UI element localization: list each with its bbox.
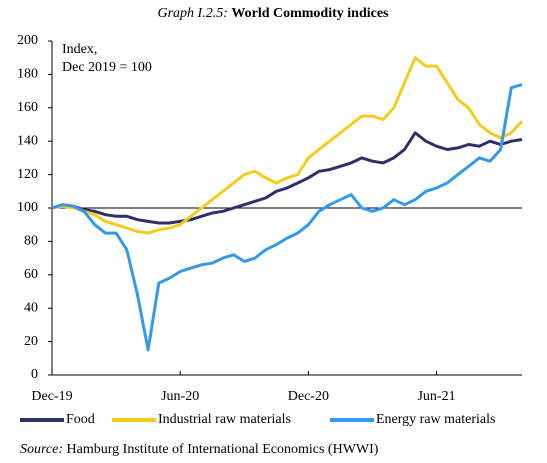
y-tick-label: 80: [24, 234, 38, 249]
series-line: [51, 56, 524, 235]
y-tick-label: 40: [24, 300, 38, 315]
chart-title: World Commodity indices: [231, 6, 389, 21]
legend-label: Food: [66, 412, 95, 427]
series-line: [51, 82, 523, 352]
x-tick-label: Jun-20: [161, 389, 199, 404]
source-label: Source:: [20, 442, 63, 457]
annotation: Index,: [62, 42, 97, 57]
legend-label: Industrial raw materials: [158, 412, 291, 427]
title-label: Graph I.2.5:: [157, 6, 227, 21]
x-tick-label: Dec-20: [288, 389, 329, 404]
x-tick-label: Dec-19: [31, 389, 72, 404]
y-tick-label: 140: [17, 133, 38, 148]
y-tick-label: 20: [24, 334, 38, 349]
source: Hamburg Institute of International Econo…: [67, 442, 379, 457]
y-tick-label: 160: [17, 100, 38, 115]
legend-label: Energy raw materials: [376, 412, 495, 427]
y-tick-label: 180: [17, 67, 38, 82]
source-group: Source: Hamburg Institute of Internation…: [20, 442, 379, 457]
y-tick-label: 200: [17, 33, 38, 48]
x-tick-label: Jun-21: [417, 389, 455, 404]
y-tick-label: 60: [24, 267, 38, 282]
annotation: Dec 2019 = 100: [62, 60, 152, 75]
chart-title-group: Graph I.2.5: World Commodity indices: [157, 6, 389, 21]
y-tick-label: 120: [17, 167, 38, 182]
y-tick-label: 100: [17, 200, 38, 215]
y-tick-label: 0: [31, 367, 38, 382]
series-line: [51, 131, 523, 225]
